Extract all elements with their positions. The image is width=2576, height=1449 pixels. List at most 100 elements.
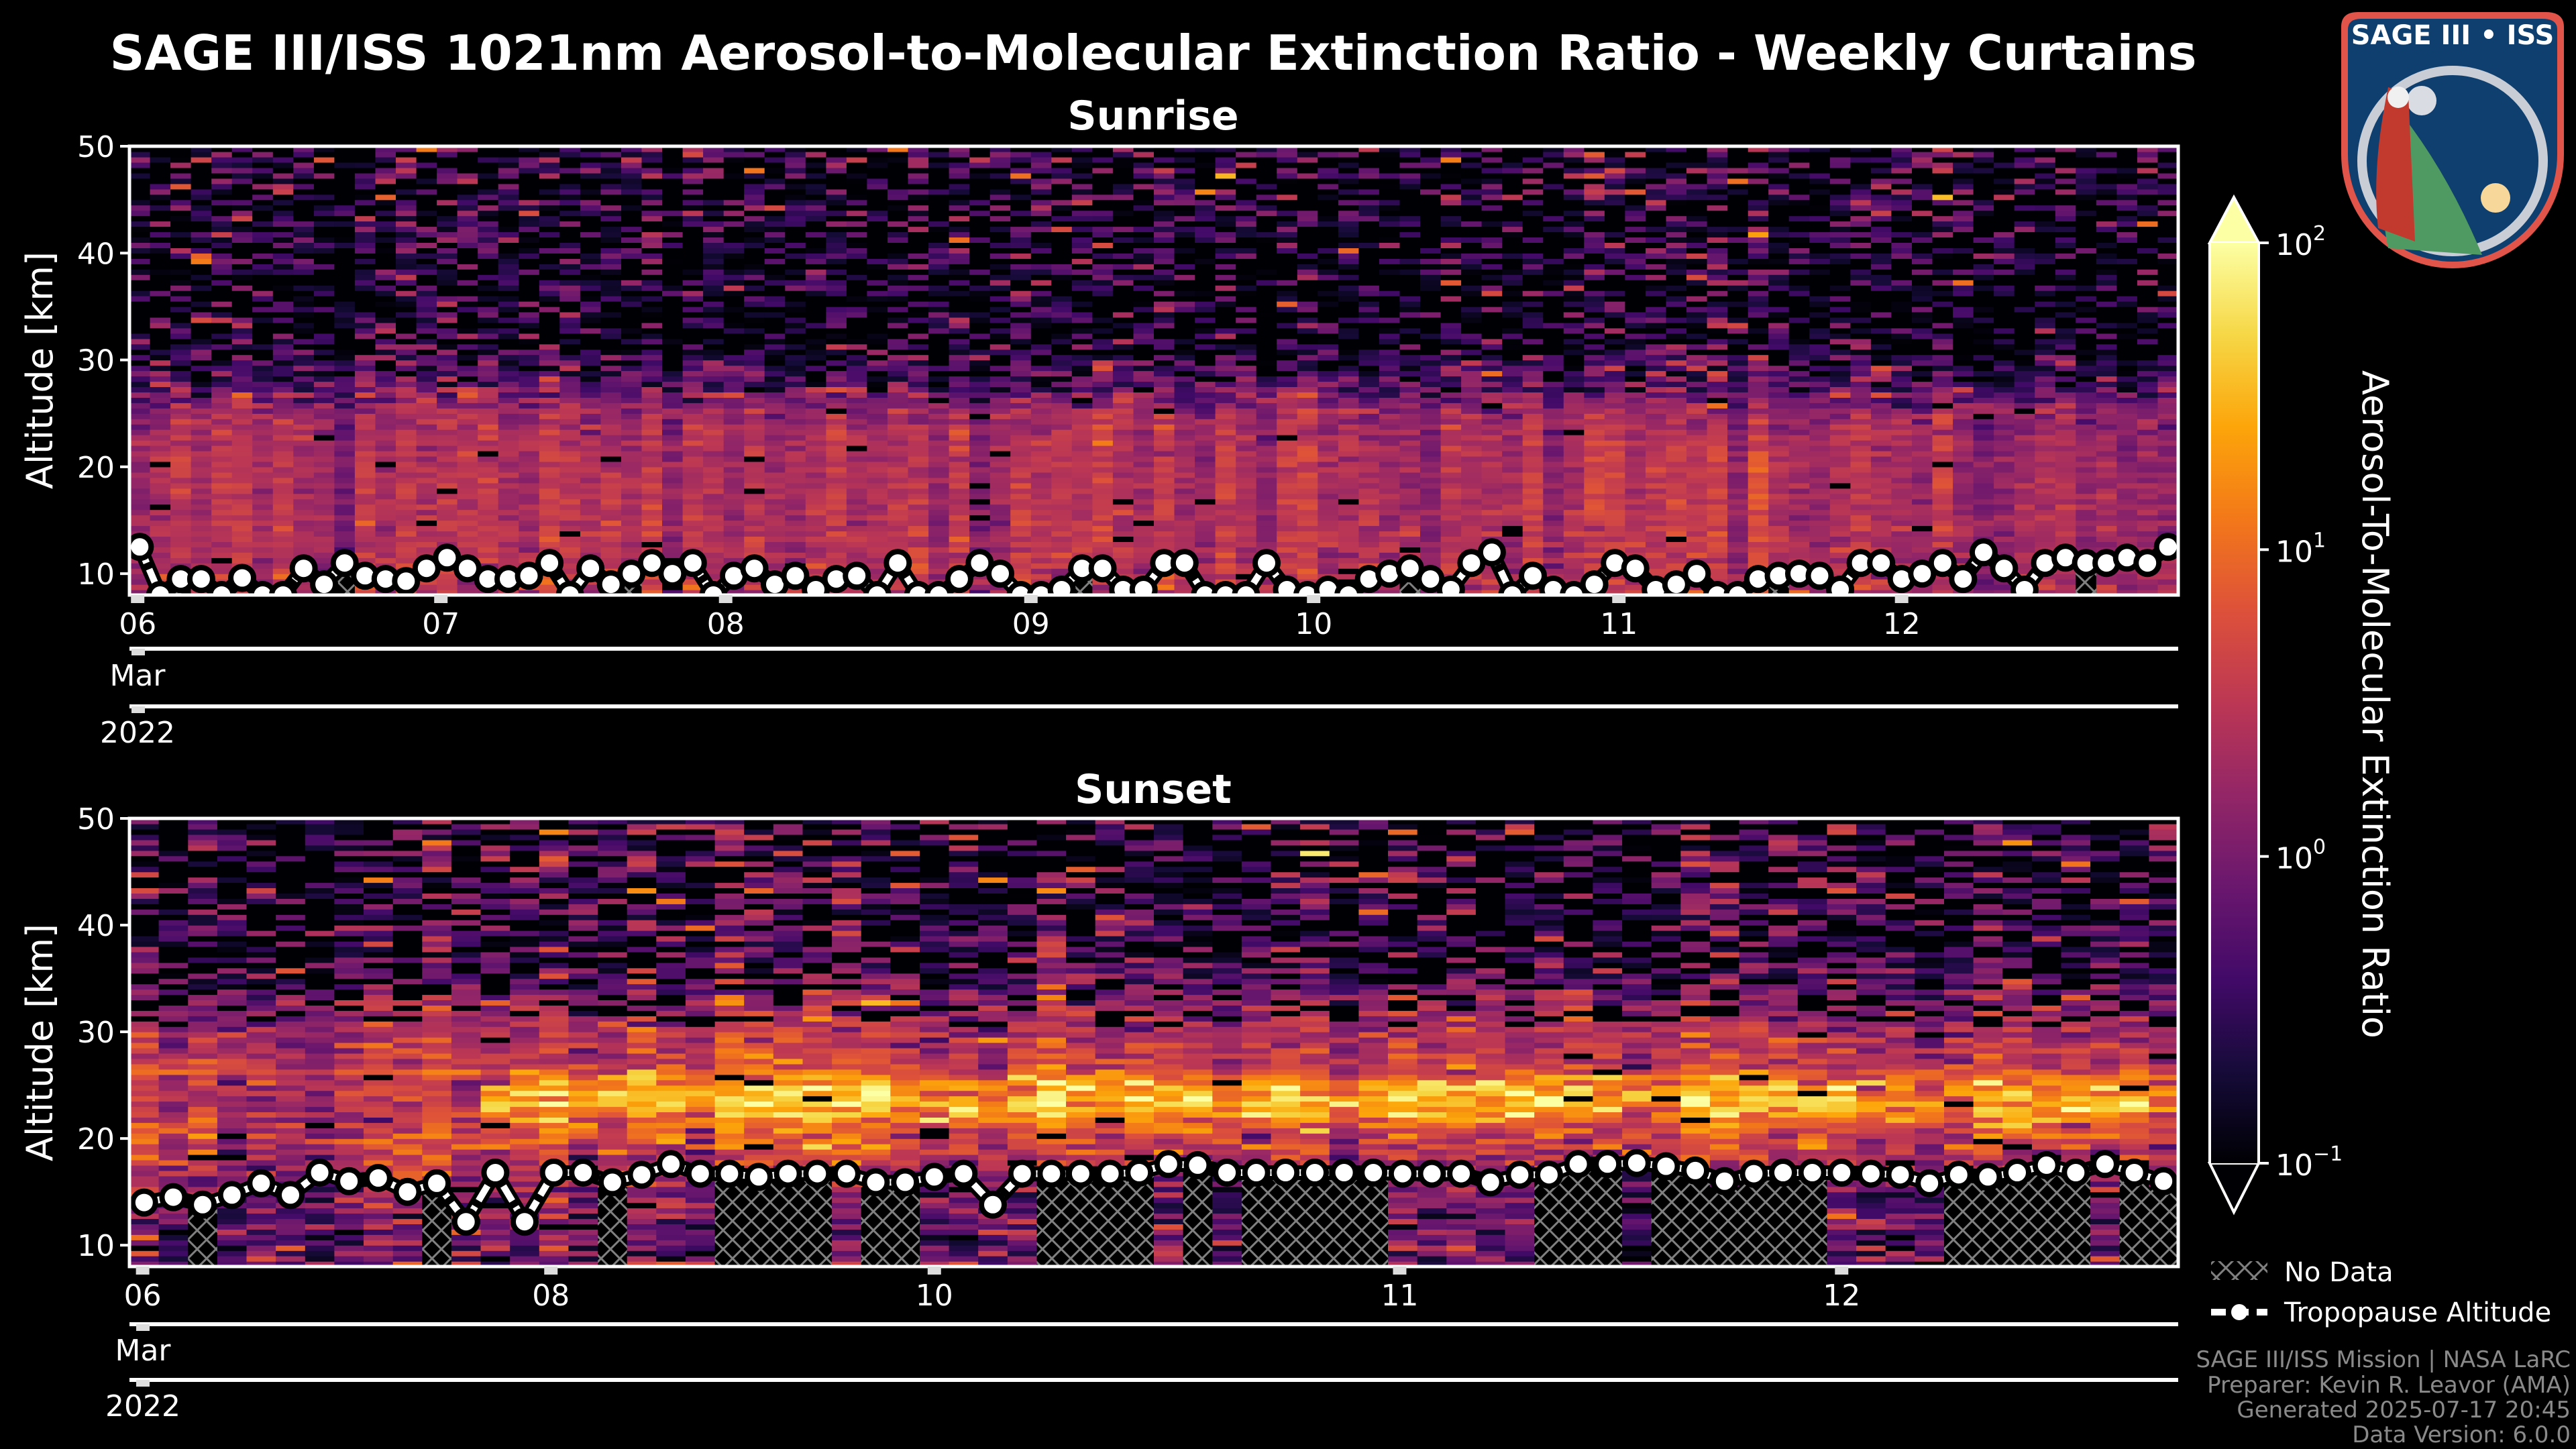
heatmap-cell — [1236, 301, 1257, 307]
heatmap-cell — [888, 477, 909, 484]
heatmap-cell — [846, 365, 868, 372]
heatmap-cell — [559, 466, 581, 473]
heatmap-cell — [1112, 258, 1134, 264]
heatmap-cell — [170, 146, 192, 152]
heatmap-cell — [1297, 552, 1319, 558]
heatmap-cell — [580, 525, 602, 532]
heatmap-cell — [1297, 152, 1319, 158]
heatmap-cell — [1277, 210, 1298, 217]
heatmap-cell — [1297, 253, 1319, 259]
heatmap-cell — [313, 370, 335, 377]
heatmap-cell — [354, 317, 376, 323]
heatmap-cell — [928, 477, 950, 484]
heatmap-cell — [1112, 563, 1134, 569]
heatmap-cell — [703, 231, 724, 237]
heatmap-cell — [600, 472, 622, 478]
heatmap-cell — [1010, 397, 1032, 403]
heatmap-cell — [1092, 343, 1114, 350]
heatmap-cell — [150, 504, 171, 511]
heatmap-cell — [785, 285, 806, 291]
heatmap-cell — [1174, 178, 1195, 184]
heatmap-cell — [539, 253, 561, 259]
heatmap-cell — [723, 455, 745, 462]
heatmap-cell — [170, 509, 192, 516]
heatmap-cell — [1071, 221, 1093, 227]
heatmap-cell — [272, 248, 294, 254]
heatmap-cell — [744, 248, 765, 254]
heatmap-cell — [1010, 381, 1032, 387]
heatmap-cell — [744, 472, 765, 478]
heatmap-cell — [129, 504, 151, 511]
heatmap-cell — [662, 493, 684, 500]
heatmap-cell — [662, 376, 684, 382]
heatmap-cell — [457, 584, 478, 590]
heatmap-cell — [129, 322, 151, 329]
heatmap-cell — [682, 258, 704, 264]
heatmap-cell — [559, 429, 581, 435]
heatmap-cell — [1236, 574, 1257, 580]
heatmap-cell — [396, 536, 417, 542]
heatmap-cell — [600, 162, 622, 168]
heatmap-cell — [744, 360, 765, 366]
heatmap-cell — [559, 248, 581, 254]
heatmap-cell — [1112, 520, 1134, 527]
heatmap-cell — [1256, 226, 1277, 233]
heatmap-cell — [1092, 386, 1114, 392]
heatmap-cell — [437, 472, 458, 478]
heatmap-cell — [1112, 435, 1134, 441]
heatmap-cell — [293, 472, 315, 478]
heatmap-cell — [1071, 392, 1093, 398]
heatmap-cell — [805, 557, 827, 564]
heatmap-cell — [826, 248, 847, 254]
heatmap-cell — [621, 402, 643, 409]
heatmap-cell — [1133, 360, 1155, 366]
heatmap-cell — [457, 199, 478, 206]
heatmap-cell — [1236, 541, 1257, 547]
heatmap-cell — [723, 253, 745, 259]
heatmap-cell — [354, 525, 376, 532]
heatmap-cell — [1154, 515, 1175, 521]
heatmap-cell — [1318, 354, 1339, 361]
heatmap-cell — [600, 221, 622, 227]
heatmap-cell — [641, 221, 663, 227]
heatmap-cell — [272, 419, 294, 425]
heatmap-cell — [764, 525, 786, 532]
heatmap-cell — [396, 370, 417, 377]
heatmap-cell — [519, 477, 540, 484]
heatmap-cell — [519, 152, 540, 158]
heatmap-cell — [416, 221, 437, 227]
heatmap-cell — [682, 338, 704, 345]
heatmap-cell — [150, 306, 171, 313]
heatmap-cell — [478, 525, 499, 532]
heatmap-cell — [764, 172, 786, 179]
heatmap-cell — [744, 429, 765, 435]
heatmap-cell — [129, 419, 151, 425]
heatmap-cell — [437, 579, 458, 585]
heatmap-cell — [888, 397, 909, 403]
heatmap-cell — [1195, 482, 1216, 489]
heatmap-cell — [478, 360, 499, 366]
heatmap-cell — [805, 397, 827, 403]
heatmap-cell — [949, 504, 970, 511]
heatmap-cell — [559, 285, 581, 291]
heatmap-cell — [785, 152, 806, 158]
heatmap-cell — [641, 183, 663, 190]
heatmap-cell — [437, 482, 458, 489]
heatmap-cell — [334, 221, 356, 227]
heatmap-cell — [928, 376, 950, 382]
heatmap-cell — [867, 205, 888, 211]
heatmap-cell — [313, 472, 335, 478]
heatmap-cell — [211, 280, 233, 286]
heatmap-cell — [1277, 290, 1298, 297]
heatmap-cell — [1010, 482, 1032, 489]
heatmap-cell — [1092, 482, 1114, 489]
heatmap-cell — [580, 189, 602, 195]
heatmap-cell — [826, 515, 847, 521]
heatmap-cell — [1112, 381, 1134, 387]
heatmap-cell — [1277, 381, 1298, 387]
heatmap-cell — [396, 413, 417, 419]
heatmap-cell — [1338, 424, 1360, 430]
heatmap-cell — [437, 264, 458, 270]
heatmap-cell — [478, 472, 499, 478]
heatmap-cell — [129, 301, 151, 307]
